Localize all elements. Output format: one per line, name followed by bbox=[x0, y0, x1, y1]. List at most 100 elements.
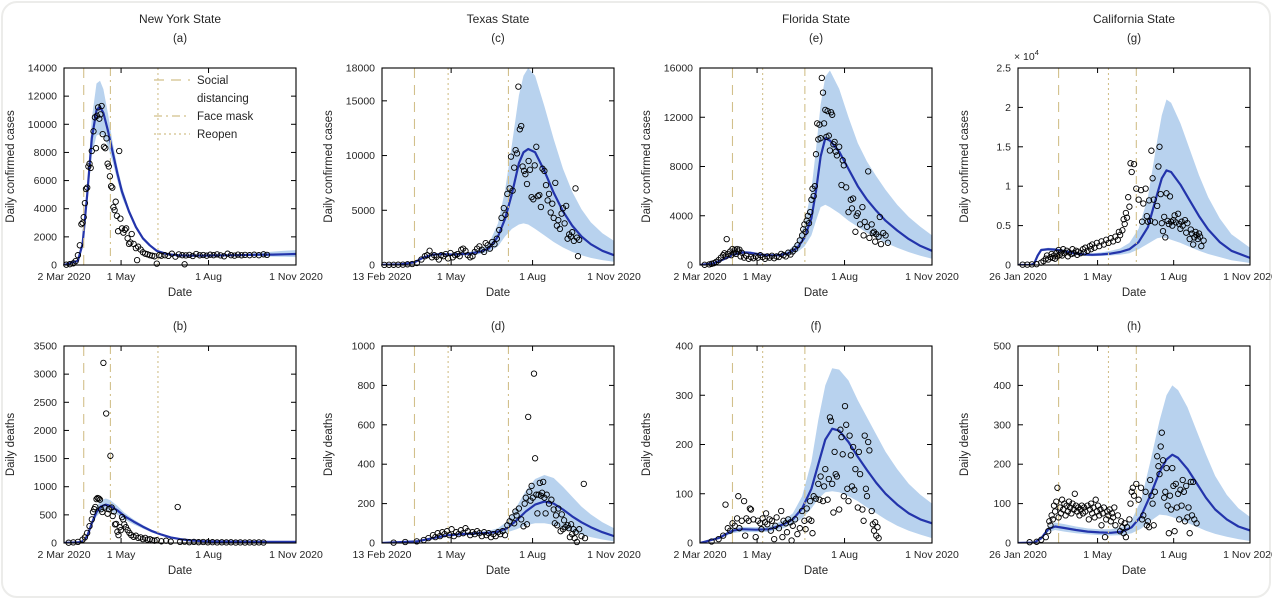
data-point bbox=[536, 191, 543, 199]
data-point bbox=[788, 537, 795, 544]
data-point bbox=[1183, 229, 1190, 236]
data-point bbox=[1127, 500, 1134, 507]
data-point bbox=[552, 512, 560, 519]
data-point bbox=[826, 147, 834, 154]
data-point bbox=[567, 521, 575, 528]
data-point bbox=[76, 242, 83, 249]
data-point bbox=[1144, 518, 1152, 525]
data-point bbox=[213, 539, 221, 546]
data-point bbox=[576, 236, 583, 243]
data-point bbox=[103, 135, 110, 142]
data-point bbox=[1054, 484, 1061, 491]
data-point bbox=[803, 505, 810, 512]
data-point bbox=[849, 443, 857, 451]
data-point bbox=[740, 497, 748, 505]
x-tick-label: 1 May bbox=[1083, 271, 1112, 283]
data-point bbox=[210, 252, 217, 259]
data-point bbox=[158, 538, 165, 545]
data-point bbox=[88, 147, 95, 155]
data-point bbox=[80, 214, 87, 221]
y-axis-label: Daily confirmed cases bbox=[641, 110, 653, 223]
data-point bbox=[116, 147, 123, 155]
data-point bbox=[521, 500, 528, 507]
data-point bbox=[794, 530, 801, 538]
x-tick-label: 1 May bbox=[743, 549, 772, 561]
data-point bbox=[825, 132, 832, 139]
data-point bbox=[836, 506, 843, 513]
data-point bbox=[1123, 524, 1131, 531]
data-point bbox=[507, 153, 515, 160]
data-point bbox=[1169, 464, 1176, 472]
data-point bbox=[1112, 522, 1119, 529]
data-point bbox=[839, 451, 846, 458]
data-point bbox=[241, 251, 249, 259]
data-layer bbox=[1018, 385, 1250, 543]
data-point bbox=[866, 447, 873, 454]
y-tick-label: 2 bbox=[1005, 102, 1011, 114]
data-point bbox=[1161, 494, 1168, 501]
data-point bbox=[533, 143, 540, 150]
data-point bbox=[863, 493, 871, 500]
data-point bbox=[537, 492, 545, 499]
y-axis-label: Daily deaths bbox=[959, 413, 971, 477]
data-point bbox=[87, 164, 94, 172]
data-point bbox=[1184, 220, 1191, 227]
y-tick-label: 300 bbox=[675, 390, 693, 402]
data-point bbox=[849, 195, 857, 202]
data-point bbox=[522, 171, 529, 178]
data-point bbox=[1200, 237, 1207, 244]
data-point bbox=[213, 251, 221, 258]
subplot-title: California State bbox=[1092, 12, 1176, 26]
data-point bbox=[176, 538, 184, 546]
data-point bbox=[1155, 163, 1162, 170]
data-point bbox=[801, 517, 808, 524]
data-point bbox=[92, 145, 100, 152]
data-point bbox=[182, 252, 189, 259]
data-point bbox=[882, 232, 889, 239]
x-tick-label: 1 May bbox=[107, 271, 136, 283]
data-point bbox=[1056, 504, 1063, 511]
data-layer bbox=[1018, 99, 1250, 265]
data-point bbox=[158, 252, 165, 259]
y-tick-label: 400 bbox=[675, 341, 693, 353]
y-tick-label: 500 bbox=[39, 509, 57, 521]
data-point bbox=[564, 522, 571, 529]
confidence-band bbox=[1018, 385, 1250, 543]
data-point bbox=[175, 251, 182, 258]
data-point bbox=[1159, 457, 1167, 464]
y-tick-label: 4000 bbox=[34, 203, 58, 215]
data-point bbox=[1156, 143, 1163, 150]
x-tick-label: 1 May bbox=[1083, 549, 1112, 561]
data-point bbox=[246, 539, 253, 546]
subplot-c: Texas State (c) 13 Feb 2020 1 May 1 Aug 1 N… bbox=[318, 0, 641, 300]
data-point bbox=[807, 497, 814, 505]
data-point bbox=[523, 521, 531, 528]
data-point bbox=[833, 152, 841, 159]
data-point bbox=[181, 538, 188, 545]
data-point bbox=[1162, 488, 1169, 495]
data-point bbox=[1042, 533, 1049, 541]
y-tick-label: 1 bbox=[1005, 181, 1011, 193]
data-point bbox=[808, 517, 815, 524]
x-tick-label: 1 Nov 2020 bbox=[905, 549, 959, 561]
data-point bbox=[1195, 230, 1203, 237]
data-point bbox=[493, 235, 500, 242]
data-point bbox=[742, 532, 749, 539]
x-tick-label: 26 Jan 2020 bbox=[989, 271, 1047, 283]
data-point bbox=[1193, 520, 1200, 527]
data-point bbox=[1183, 482, 1190, 490]
data-point bbox=[831, 448, 838, 456]
scatter-points bbox=[65, 359, 267, 546]
data-point bbox=[757, 520, 764, 527]
data-point bbox=[783, 529, 791, 536]
confidence-band bbox=[382, 68, 614, 265]
y-tick-label: 0 bbox=[687, 260, 693, 272]
data-point bbox=[840, 493, 847, 500]
y-tick-label: 14000 bbox=[28, 63, 57, 75]
data-point bbox=[875, 233, 882, 240]
data-point bbox=[209, 539, 216, 546]
legend-label: Reopen bbox=[197, 129, 237, 141]
plot-box bbox=[381, 67, 615, 266]
data-point bbox=[809, 530, 816, 537]
x-tick-label: 1 Aug bbox=[519, 549, 546, 561]
